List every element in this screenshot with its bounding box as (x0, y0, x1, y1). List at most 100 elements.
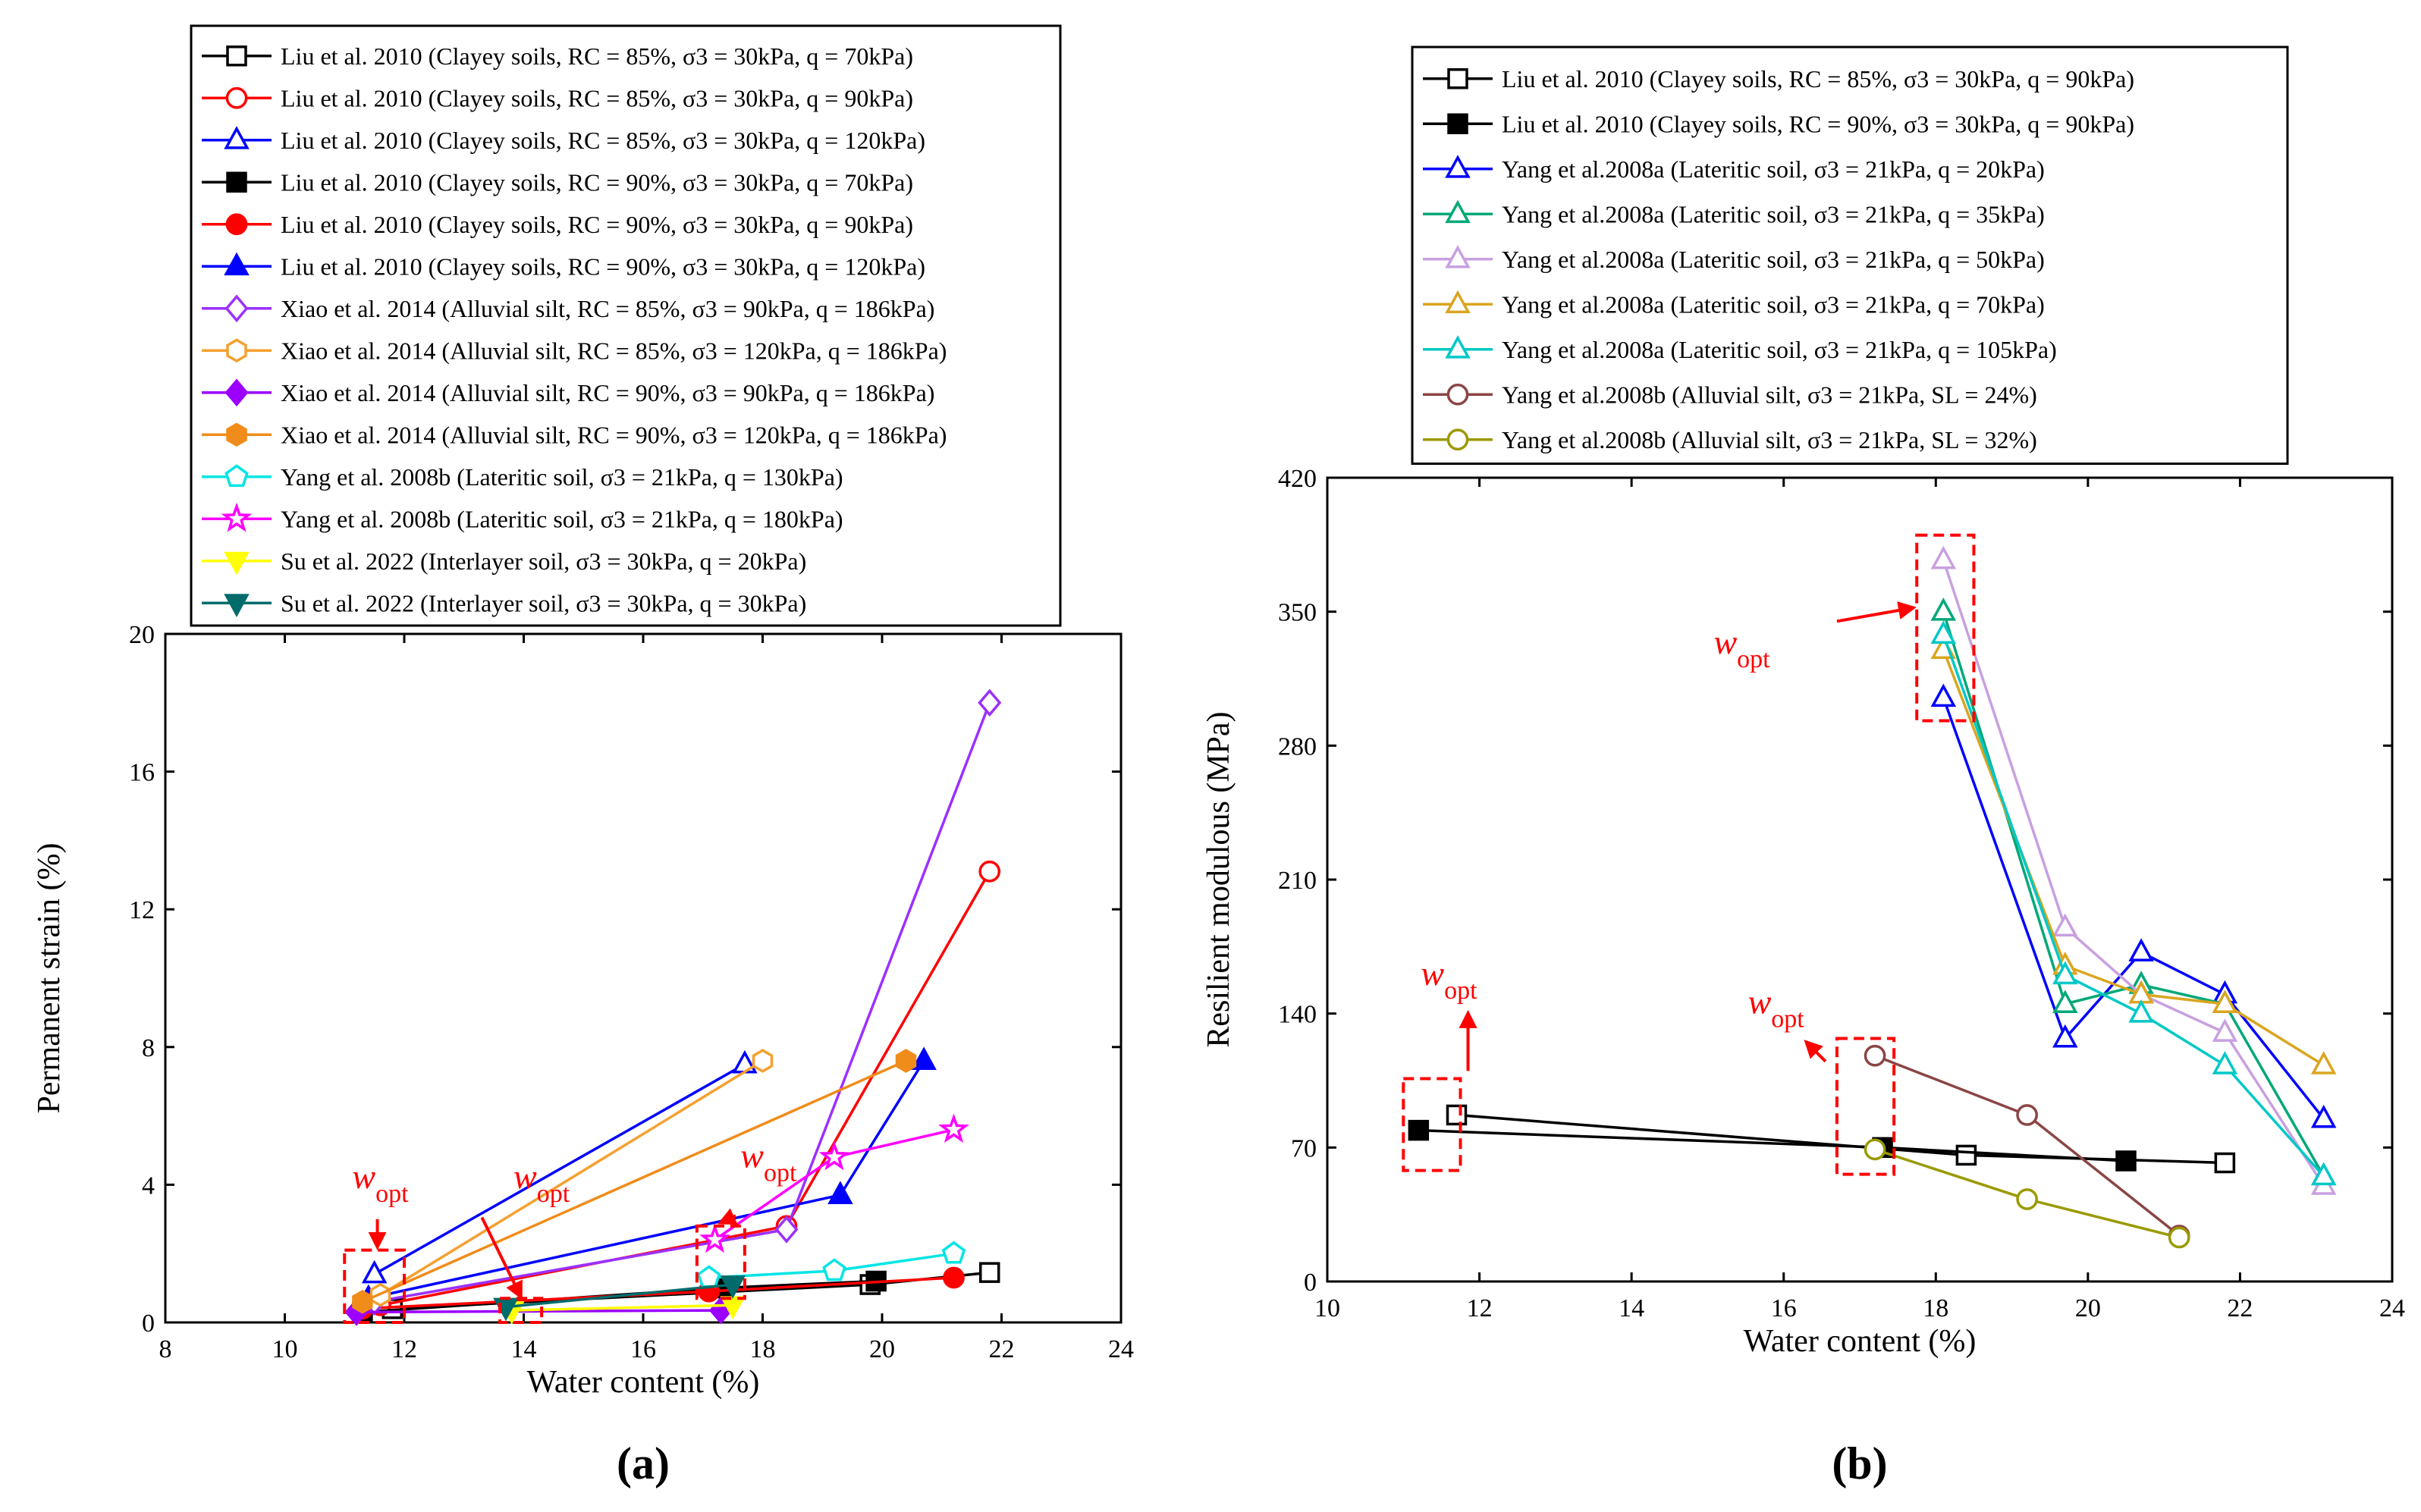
legend-frame (1411, 45, 2289, 465)
series-line (1942, 611, 2325, 1178)
y-tick-label: 20 (129, 621, 155, 649)
data-point (978, 860, 1001, 883)
legend-swatch-marker (226, 171, 247, 193)
wopt-annotation-main: w (1713, 623, 1737, 661)
wopt-arrow (1804, 1040, 1827, 1063)
x-tick-label: 14 (1619, 1294, 1644, 1322)
data-point (2052, 913, 2078, 937)
x-tick-label: 12 (1467, 1294, 1493, 1322)
data-point (1930, 545, 1957, 569)
legend-swatch-marker (1447, 113, 1468, 134)
series-line (362, 1059, 907, 1303)
legend-swatch-marker (221, 502, 253, 532)
legend-entry: Yang et al.2008b (Alluvial silt, σ3 = 21… (1502, 426, 2037, 453)
data-point (938, 1113, 969, 1143)
x-tick-label: 8 (159, 1335, 172, 1363)
data-point (822, 1258, 846, 1281)
panel-a: 8 10 12 14 16 18 20 22 24 0 4 8 12 16 20 Water content … (32, 24, 1134, 1488)
x-tick-label: 10 (272, 1335, 298, 1363)
series-line (373, 1062, 746, 1275)
legend-swatch-marker (1446, 383, 1469, 406)
y-tick-label: 420 (1278, 465, 1317, 493)
legend-entry: Yang et al.2008a (Lateritic soil, σ3 = 2… (1502, 290, 2045, 318)
data-point (2212, 990, 2238, 1013)
legend: Liu et al. 2010 (Clayey soils, RC = 85%,… (1411, 45, 2289, 465)
panel-label: (a) (617, 1438, 670, 1488)
legend-swatch-marker (1445, 155, 1471, 178)
legend-entry: Liu et al. 2010 (Clayey soils, RC = 90%,… (281, 168, 913, 196)
legend-entry: Su et al. 2022 (Interlayer soil, σ3 = 30… (281, 547, 806, 575)
wopt-annotation-main: w (513, 1157, 537, 1196)
data-point (1955, 1144, 1977, 1166)
data-point (2128, 999, 2154, 1023)
wopt-annotation-sub: opt (764, 1159, 797, 1187)
data-point (699, 1223, 730, 1253)
legend-swatch-marker (1446, 428, 1469, 451)
wopt-annotation: wopt (740, 1137, 797, 1187)
data-point (911, 1046, 937, 1070)
y-tick-label: 4 (142, 1172, 155, 1200)
data-point (1864, 1138, 1886, 1161)
data-point (2115, 1150, 2137, 1172)
data-point (1930, 683, 1957, 707)
wopt-arrow (480, 1216, 523, 1300)
legend-swatch-marker (225, 213, 248, 236)
data-point (2212, 1018, 2238, 1042)
legend-swatch-marker (226, 422, 247, 447)
legend-entry: Yang et al.2008b (Alluvial silt, σ3 = 21… (1502, 381, 2037, 408)
x-tick-label: 16 (630, 1335, 656, 1363)
data-point (696, 1265, 721, 1288)
y-tick-label: 0 (142, 1310, 155, 1338)
series-line (1456, 1113, 2225, 1165)
legend-swatch-marker (1445, 199, 1471, 224)
legend-swatch-marker (224, 126, 250, 149)
series-line (1418, 1128, 2127, 1162)
data-point (895, 1049, 917, 1073)
legend-entry: Liu et al. 2010 (Clayey soils, RC = 85%,… (281, 127, 925, 154)
data-point (1930, 598, 1957, 621)
legend-entry: Yang et al. 2008b (Lateritic soil, σ3 = … (281, 505, 843, 532)
legend-swatch-marker (226, 338, 247, 363)
y-tick-label: 210 (1278, 867, 1317, 895)
legend-swatch-marker (226, 45, 247, 67)
legend-entry: Liu et al. 2010 (Clayey soils, RC = 90%,… (281, 253, 925, 280)
data-point (2212, 1051, 2238, 1074)
data-point (352, 1289, 373, 1314)
legend-entry: Liu et al. 2010 (Clayey soils, RC = 90%,… (281, 211, 913, 238)
y-tick-label: 280 (1278, 732, 1317, 761)
data-point (732, 1049, 758, 1074)
series-line (374, 702, 991, 1303)
series-line (356, 1309, 721, 1314)
data-point (2016, 1188, 2038, 1210)
wopt-box (1835, 1037, 1896, 1176)
wopt-annotation-sub: opt (1771, 1005, 1804, 1034)
data-point (1864, 1044, 1886, 1067)
legend-swatch-marker (224, 551, 250, 576)
legend-entry: Xiao et al. 2014 (Alluvial silt, RC = 90… (281, 379, 934, 406)
legend-entry: Liu et al. 2010 (Clayey soils, RC = 90%,… (1502, 110, 2134, 137)
wopt-box (1915, 533, 1976, 723)
y-tick-label: 350 (1278, 599, 1317, 627)
legend-swatch-marker (1445, 335, 1471, 359)
x-tick-label: 20 (2075, 1294, 2101, 1322)
wopt-annotation-main: w (352, 1157, 375, 1196)
data-point (818, 1140, 850, 1171)
wopt-annotation-sub: opt (1737, 645, 1770, 673)
x-tick-label: 18 (750, 1335, 776, 1363)
series-line (1942, 697, 2325, 1120)
legend-entry: Su et al. 2022 (Interlayer soil, σ3 = 30… (281, 589, 806, 616)
legend-frame (190, 24, 1062, 627)
data-point (720, 1275, 746, 1299)
data-point (979, 1262, 1000, 1283)
wopt-annotation: wopt (1421, 954, 1477, 1005)
data-point (941, 1241, 966, 1264)
wopt-annotation: wopt (352, 1157, 409, 1208)
data-point (2052, 990, 2078, 1013)
y-tick-label: 16 (129, 759, 155, 787)
legend-swatch-marker (224, 252, 250, 276)
data-point (1446, 1104, 1468, 1126)
legend-swatch-marker (225, 464, 249, 488)
x-tick-label: 24 (1108, 1335, 1134, 1363)
data-point (752, 1049, 774, 1073)
